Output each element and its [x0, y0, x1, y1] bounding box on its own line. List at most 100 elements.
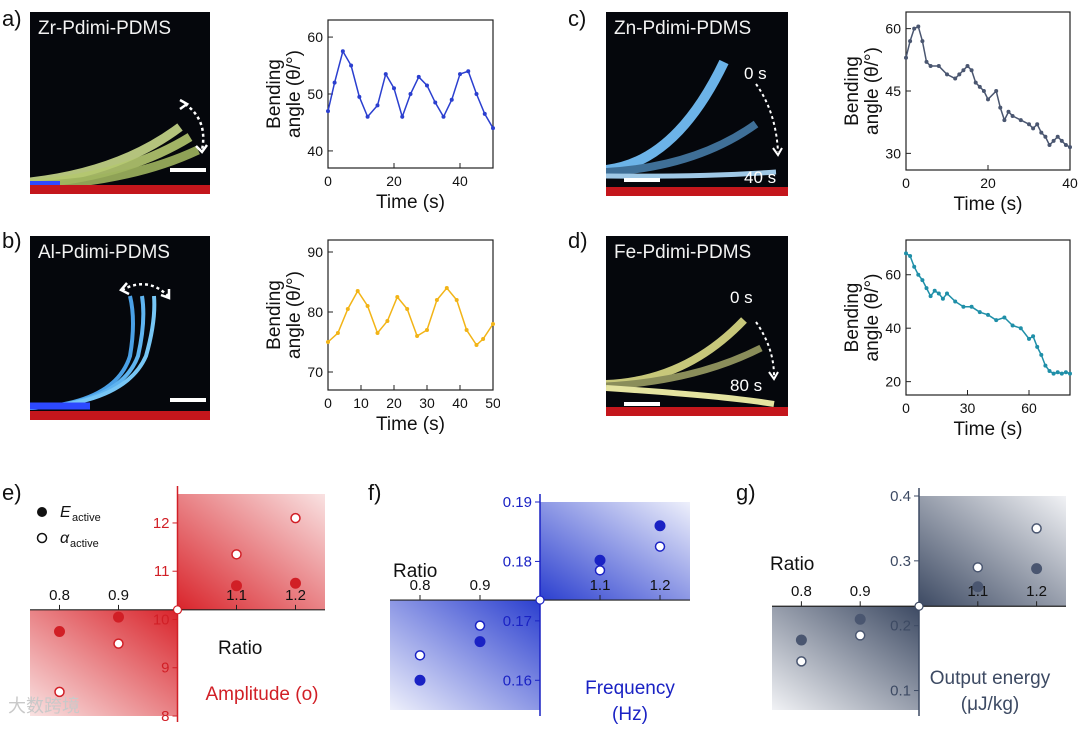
fe-strip-illustration: [606, 317, 779, 407]
x-axis-label: Ratio: [218, 638, 262, 659]
x-tick-label: 0: [902, 175, 910, 191]
time-end-label: 80 s: [730, 376, 763, 395]
data-point: [1043, 134, 1048, 139]
y-tick-label: 0.16: [503, 672, 532, 689]
data-point: [454, 298, 459, 302]
chart-c-bending-angle: 0 20 40 30 45 60 Time (s) Bending angle (θ/°): [842, 11, 1078, 215]
data-point: [357, 94, 362, 99]
data-point: [355, 289, 360, 293]
photo-title: Zr-Pdimi-PDMS: [38, 18, 171, 39]
base-bar: [606, 187, 788, 196]
y-tick-label: 0.1: [890, 683, 911, 700]
data-point: [1063, 370, 1068, 375]
x-tick-label: 0.8: [791, 583, 812, 600]
data-point: [986, 312, 990, 317]
y-tick-label: 11: [154, 563, 170, 580]
data-point: [1035, 344, 1040, 349]
series-line: [327, 49, 494, 129]
y-tick-label: 40: [885, 320, 901, 336]
base-bar: [606, 407, 788, 416]
x-tick-label: 0: [324, 173, 332, 189]
data-point: [945, 291, 949, 296]
y-tick-label: 90: [307, 244, 323, 260]
quadrant-upper-right: [919, 496, 1066, 607]
data-point: [953, 76, 958, 81]
x-tick-label: 30: [419, 395, 435, 411]
y-tick-label: 45: [885, 83, 901, 99]
photo-al-actuator: Al-Pdimi-PDMS: [30, 236, 210, 420]
data-point-filled: [854, 613, 866, 625]
x-tick-label: 0.9: [470, 577, 491, 594]
data-point: [920, 278, 925, 283]
data-point: [340, 49, 345, 54]
time-start-label: 0 s: [744, 64, 767, 83]
data-point: [1031, 334, 1036, 339]
data-point-open: [972, 562, 984, 573]
panel-b-label: b): [2, 228, 22, 253]
y-tick-label: 0.19: [503, 494, 532, 511]
data-point: [449, 97, 454, 102]
data-point: [474, 92, 479, 96]
data-point: [986, 97, 990, 102]
data-point: [1035, 122, 1040, 127]
chart-b-bending-angle: 0 10 20 30 40 50 70 80 90 Time (s) Bending angle (θ…: [264, 239, 500, 435]
data-point: [349, 63, 354, 68]
data-point: [1010, 323, 1015, 328]
x-axis-label: Time (s): [954, 194, 1023, 215]
x-axis-label: Time (s): [954, 419, 1023, 440]
x-tick-label: 40: [1062, 175, 1078, 191]
quadrant-upper-right: [177, 494, 325, 610]
data-point-open: [113, 638, 124, 649]
x-tick-label: 0.8: [410, 577, 431, 594]
x-tick-label: 20: [980, 175, 996, 191]
photo-title: Zn-Pdimi-PDMS: [614, 18, 752, 39]
y-tick-label: 9: [161, 660, 169, 677]
y-axis-label: Bending: [264, 59, 285, 129]
al-strip-illustration: [30, 282, 171, 410]
quadrant-lower-left: [30, 609, 178, 716]
data-point: [1027, 336, 1031, 341]
data-point: [912, 264, 917, 269]
y-tick-label: 0.3: [890, 553, 911, 570]
data-point: [385, 319, 390, 323]
photo-zn-actuator: Zn-Pdimi-PDMS 0 s 40 s: [606, 12, 788, 196]
data-point: [928, 294, 933, 299]
data-point: [466, 69, 471, 74]
origin-marker: [914, 601, 924, 611]
legend-label-filled: E: [60, 504, 71, 521]
x-tick-label: 20: [386, 173, 402, 189]
chart-a-bending-angle: 0 20 40 40 50 60 Time (s) Bending angle (θ/°): [264, 19, 495, 213]
data-point: [945, 72, 949, 77]
data-point: [957, 72, 962, 77]
time-end-label: 40 s: [744, 168, 777, 187]
data-point-filled: [1031, 563, 1043, 575]
panel-a-label: a): [2, 6, 22, 31]
origin-marker: [172, 605, 183, 615]
base-bar: [30, 411, 210, 420]
time-start-label: 0 s: [730, 288, 753, 307]
data-point: [1018, 118, 1023, 123]
zr-strip-illustration: [30, 98, 209, 191]
panel-d-label: d): [568, 228, 588, 253]
y-axis-label: angle (θ/°): [862, 274, 883, 362]
scale-bar: [170, 168, 206, 172]
data-point: [491, 322, 495, 326]
data-point: [332, 80, 337, 85]
data-point: [1051, 371, 1056, 376]
data-point: [973, 80, 978, 85]
panel-f-label: f): [368, 480, 382, 505]
y-tick-label: 12: [153, 515, 170, 532]
data-point: [365, 304, 370, 308]
data-point: [474, 343, 479, 347]
y-axis-label: Bending: [842, 56, 863, 126]
data-point-open: [290, 512, 301, 524]
y-axis-label: (μJ/kg): [961, 694, 1019, 715]
data-point: [441, 114, 446, 119]
y-tick-label: 0.17: [503, 613, 532, 630]
data-point: [392, 86, 396, 91]
y-axis-label: Output energy: [930, 668, 1051, 689]
x-tick-label: 10: [353, 395, 369, 411]
data-point: [953, 299, 958, 304]
plot-frame: [905, 239, 1071, 396]
data-point: [491, 126, 495, 131]
